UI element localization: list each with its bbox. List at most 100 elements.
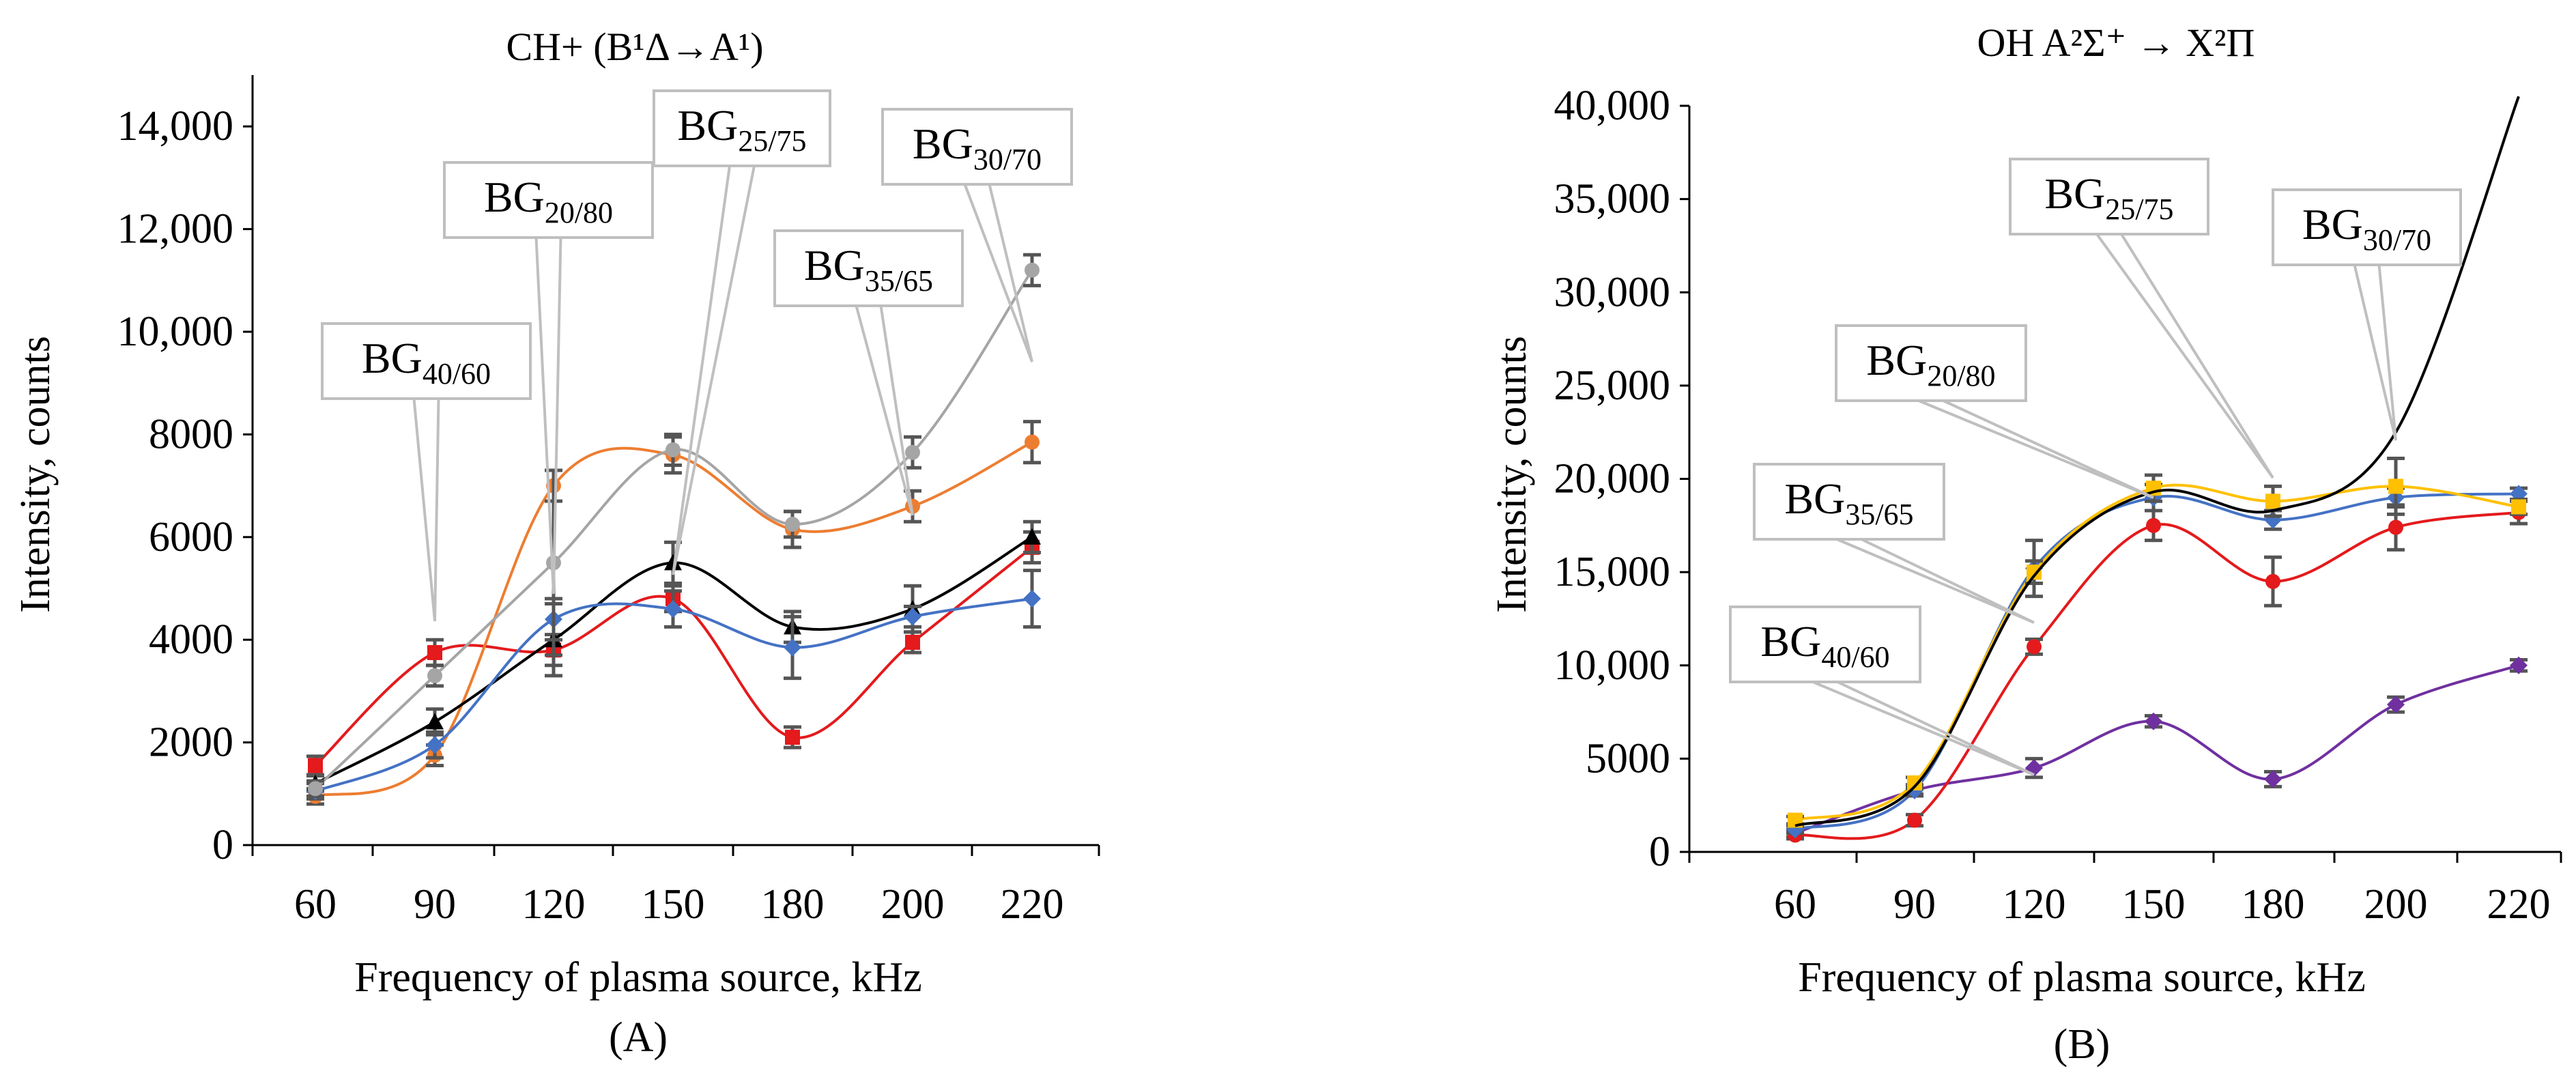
panel-a-callouts: BG40/60 BG20/80 BG25/75 BG35/65 BG30/70 [321, 89, 1073, 622]
x-tick-label: 200 [2364, 881, 2428, 928]
data-point [2265, 573, 2280, 589]
y-tick-label: 8000 [149, 411, 233, 457]
callout-box [2272, 188, 2462, 266]
callout-box [881, 108, 1073, 186]
data-point [664, 600, 682, 618]
panel-b-axes: 0 5000 10,000 15,000 20,000 25,000 30,000 35,00… [1554, 83, 2562, 928]
data-point [426, 736, 444, 754]
x-tick-label: 200 [881, 881, 945, 928]
data-point [2145, 712, 2162, 730]
callout-leader [963, 184, 1033, 362]
data-point [664, 554, 682, 571]
data-point [2510, 656, 2528, 674]
x-tick-label: 150 [2122, 881, 2186, 928]
panel-b-title: OH A²Σ⁺ → X²Π [1977, 20, 2255, 65]
callout-leader [1812, 681, 2035, 776]
x-tick-label: 120 [522, 881, 586, 928]
data-point [2264, 770, 2282, 788]
data-point [426, 713, 444, 730]
data-point [904, 608, 921, 626]
callout-leader [672, 165, 756, 575]
y-tick-label: 2000 [149, 719, 233, 766]
panel-a-series [306, 253, 1041, 806]
y-tick-label: 12,000 [117, 206, 234, 253]
data-point [1907, 812, 1922, 828]
panel-a-chart: CH+ (B¹Δ→A¹) 0 2000 4000 6000 8000 10,000 12,0… [12, 25, 1100, 1061]
data-point [905, 634, 920, 650]
x-tick-label: 150 [642, 881, 705, 928]
x-tick-label: 90 [1893, 881, 1936, 928]
callout-box [1753, 463, 1945, 541]
data-point [1025, 262, 1040, 278]
series-line [1794, 96, 2520, 827]
x-tick-label: 60 [1774, 881, 1816, 928]
callout-leader [2095, 233, 2274, 479]
callout-leader [1836, 538, 2035, 624]
y-tick-label: 20,000 [1554, 456, 1671, 502]
data-point [308, 781, 323, 797]
callout-35-65: BG35/65 [773, 229, 964, 516]
panel-a-axes: 0 2000 4000 6000 8000 10,000 12,000 14,000 60 90 1… [117, 75, 1100, 928]
y-tick-label: 10,000 [117, 309, 234, 355]
callout-label: BG30/70 [913, 119, 1042, 176]
y-tick-label: 15,000 [1554, 549, 1671, 595]
data-point [2387, 696, 2405, 714]
callout-box [321, 322, 532, 400]
panel-a-tag: (A) [609, 1014, 668, 1061]
x-tick-label: 180 [2242, 881, 2305, 928]
series-BG35-65 [306, 569, 1041, 801]
callout-label: BG30/70 [2302, 200, 2431, 257]
callout-box [1729, 605, 1921, 683]
x-tick-label: 60 [294, 881, 337, 928]
callout-box [773, 229, 964, 307]
series-BG40-60 [1786, 656, 2528, 842]
panel-b-callouts: BG20/80 BG25/75 BG30/70 BG35/65 BG40/60 [1729, 158, 2462, 776]
data-point [308, 758, 323, 773]
data-point [785, 517, 800, 532]
y-tick-label: 0 [1649, 829, 1670, 875]
y-tick-label: 25,000 [1554, 362, 1671, 409]
data-point [427, 645, 442, 660]
callout-leader [2353, 264, 2397, 441]
data-point [666, 442, 681, 457]
callout-40-60: BG40/60 [1729, 605, 2035, 776]
callout-box [1835, 324, 2027, 402]
callout-leader [412, 398, 440, 622]
data-point [2388, 519, 2403, 535]
x-tick-label: 180 [761, 881, 825, 928]
callout-label: BG25/75 [677, 101, 806, 158]
data-point [1907, 775, 1922, 790]
y-tick-label: 30,000 [1554, 269, 1671, 315]
data-point [2511, 499, 2526, 515]
x-tick-label: 220 [1001, 881, 1064, 928]
panel-a-title: CH+ (B¹Δ→A¹) [506, 25, 763, 69]
data-point [784, 638, 801, 657]
callout-label: BG35/65 [1784, 474, 1913, 531]
panel-b-series [1786, 96, 2528, 843]
panel-b-tag: (B) [2054, 1021, 2110, 1068]
callout-box [443, 161, 654, 239]
data-point [2265, 494, 2280, 509]
callout-leader [1918, 399, 2154, 499]
y-tick-label: 14,000 [117, 103, 234, 149]
callout-box [653, 89, 831, 167]
callout-30-70: BG30/70 [2272, 188, 2462, 441]
panel-b-chart: OH A²Σ⁺ → X²Π 0 5000 10,000 15,000 20,000 25,… [1489, 20, 2562, 1068]
series-line [1794, 664, 2519, 835]
callout-box [2009, 158, 2209, 236]
y-tick-label: 5000 [1586, 735, 1670, 782]
callout-leader [534, 237, 562, 595]
panel-b-xlabel: Frequency of plasma source, kHz [1798, 954, 2366, 1001]
callout-20-80: BG20/80 [443, 161, 654, 595]
series-BG30-70 [1794, 96, 2520, 827]
data-point [1023, 528, 1041, 545]
y-tick-label: 6000 [149, 514, 233, 560]
callout-label: BG40/60 [362, 334, 491, 390]
callout-20-80: BG20/80 [1835, 324, 2154, 499]
y-tick-label: 10,000 [1554, 642, 1671, 689]
data-point [1023, 590, 1041, 608]
data-point [1025, 434, 1040, 450]
data-point [785, 730, 800, 745]
y-tick-label: 0 [212, 822, 233, 868]
